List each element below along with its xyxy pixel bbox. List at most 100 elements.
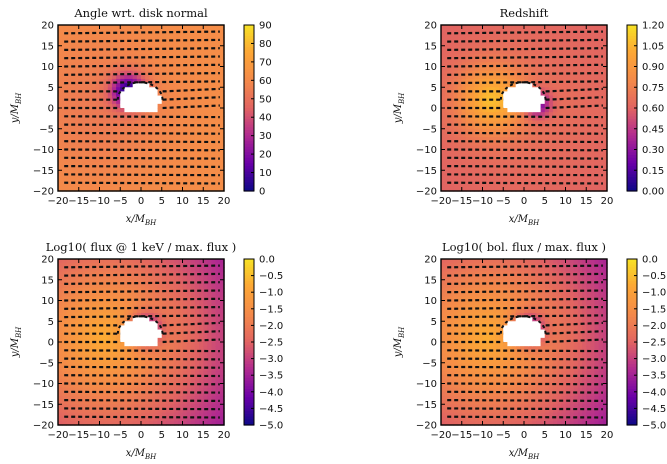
heatmap-cell [157,366,163,372]
heatmap-cell [165,263,171,268]
heatmap-cell [586,141,591,146]
heatmap-cell [590,161,596,167]
heatmap-cell [165,58,171,63]
heatmap-cell [74,145,80,151]
heatmap-cell [107,153,113,159]
heatmap-cell [586,58,591,63]
heatmap-cell [62,333,67,339]
heatmap-cell [145,375,150,380]
heatmap-cell [602,95,608,101]
heatmap-cell [62,112,67,117]
heatmap-cell [107,74,113,80]
heatmap-cell [457,33,463,39]
heatmap-cell [199,288,204,293]
heatmap-cell [602,54,608,59]
heatmap-cell [91,317,96,322]
heatmap-cell [78,66,84,72]
heatmap-cell [532,128,538,134]
heatmap-cell [165,166,171,171]
heatmap-cell [569,45,575,51]
heatmap-cell [124,263,130,268]
heatmap-cell [207,45,213,51]
heatmap-cell [66,366,72,372]
heatmap-cell [107,354,113,360]
heatmap-cell [524,153,529,159]
heatmap-cell [594,132,600,138]
heatmap-cell [153,329,159,335]
heatmap-cell [486,45,492,51]
heatmap-cell [95,37,101,43]
colorbar-tick-label: 50 [259,94,272,105]
heatmap-cell [153,108,159,113]
colorbar-band [627,185,637,189]
heatmap-cell [511,178,517,184]
heatmap-cell [219,95,225,101]
heatmap-cell [174,275,179,281]
heatmap-cell [165,325,171,331]
heatmap-cell [536,161,542,167]
heatmap-cell [557,66,562,72]
heatmap-cell [470,49,475,55]
heatmap-cell [569,99,575,105]
heatmap-cell [528,58,533,63]
heatmap-cell [120,62,125,68]
heatmap-cell [211,25,217,30]
heatmap-cell [461,149,467,155]
heatmap-cell [186,279,192,285]
heatmap-cell [66,333,72,339]
heatmap-cell [136,116,142,122]
heatmap-cell [124,404,130,409]
heatmap-cell [95,66,101,72]
heatmap-cell [70,78,76,84]
heatmap-cell [70,333,76,339]
heatmap-cell [62,283,67,289]
heatmap-cell [515,161,521,167]
heatmap-cell [103,283,109,289]
heatmap-cell [582,108,587,113]
heatmap-cell [161,333,167,339]
heatmap-cell [107,271,113,277]
heatmap-cell [499,112,504,117]
heatmap-cell [598,99,604,105]
colorbar-band [627,72,637,76]
heatmap-cell [203,161,208,167]
heatmap-cell [132,182,138,188]
colorbar-band [627,74,637,79]
heatmap-cell [215,91,221,97]
heatmap-cell [490,49,496,55]
heatmap-cell [519,70,525,76]
heatmap-cell [515,137,521,142]
heatmap-cell [82,49,88,55]
heatmap-cell [128,108,134,113]
heatmap-cell [124,116,130,122]
heatmap-cell [95,120,101,126]
heatmap-cell [58,37,63,43]
heatmap-cell [186,128,192,134]
heatmap-cell [132,408,138,414]
heatmap-cell [515,95,521,101]
heatmap-cell [145,157,150,163]
heatmap-cell [565,58,571,63]
heatmap-cell [199,325,204,331]
heatmap-cell [565,116,571,122]
heatmap-cell [174,124,179,130]
heatmap-cell [78,91,84,97]
heatmap-cell [107,416,113,422]
heatmap-cell [577,41,583,47]
heatmap-cell [215,87,221,92]
heatmap-cell [590,45,596,51]
heatmap-cell [145,279,150,285]
heatmap-cell [199,371,204,376]
heatmap-cell [540,95,546,101]
heatmap-cell [78,178,84,184]
heatmap-cell [161,342,167,347]
heatmap-cell [170,379,175,385]
heatmap-cell [203,170,208,175]
heatmap-cell [482,49,488,55]
heatmap-cell [528,62,533,68]
heatmap-cell [211,74,217,80]
heatmap-cell [107,182,113,188]
heatmap-cell [174,74,179,80]
heatmap-cell [170,174,175,180]
heatmap-cell [62,99,67,105]
